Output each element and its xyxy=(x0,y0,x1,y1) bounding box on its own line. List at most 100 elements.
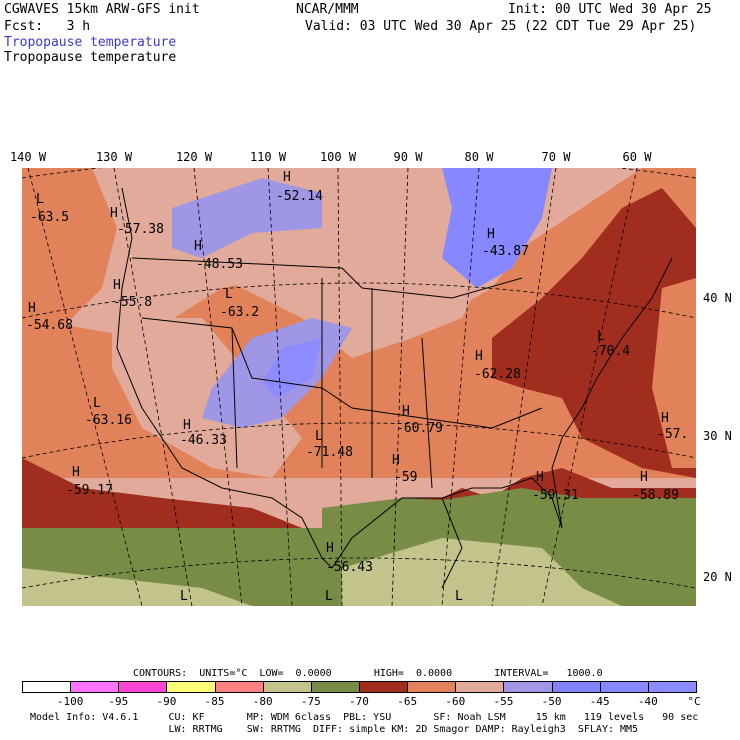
shaded-region xyxy=(262,338,322,398)
low-value: -70.4 xyxy=(591,344,631,359)
high-value: -52.14 xyxy=(276,189,323,204)
tropopause-temperature-map xyxy=(22,168,696,606)
legend-tick-label: -90 xyxy=(156,695,177,708)
legend-tick-label: -40 xyxy=(637,695,658,708)
low-value: -63.16 xyxy=(85,413,132,428)
legend-tick-label: -95 xyxy=(108,695,129,708)
legend-swatch xyxy=(166,681,216,693)
low-value: -71.48 xyxy=(306,445,353,460)
shaded-region xyxy=(22,568,252,606)
longitude-label: 70 W xyxy=(541,150,571,164)
longitude-label: 140 W xyxy=(9,150,47,164)
model-info-line2: LW: RRTMG SW: RRTMG DIFF: simple KM: 2D … xyxy=(30,724,639,735)
high-marker: H xyxy=(194,239,202,254)
field-title-secondary: Tropopause temperature xyxy=(4,50,177,65)
forecast-hour: Fcst: 3 h xyxy=(4,19,91,34)
low-marker: L xyxy=(315,429,323,444)
high-value: -56.43 xyxy=(326,560,373,575)
longitude-label: 100 W xyxy=(319,150,357,164)
legend-tick-label: -80 xyxy=(252,695,273,708)
low-marker: L xyxy=(597,329,605,344)
legend-swatch xyxy=(407,681,457,693)
model-info-line1: Model Info: V4.6.1 CU: KF MP: WDM 6class… xyxy=(30,712,699,723)
high-value: -59.31 xyxy=(532,488,579,503)
longitude-label: 120 W xyxy=(175,150,213,164)
longitude-label: 80 W xyxy=(464,150,494,164)
shaded-region xyxy=(172,178,322,258)
shaded-region xyxy=(112,318,302,478)
high-marker: H xyxy=(392,453,400,468)
high-marker: H xyxy=(72,465,80,480)
low-value: -63.5 xyxy=(30,210,70,225)
shaded-region xyxy=(492,188,696,478)
high-marker: H xyxy=(110,206,118,221)
longitude-label: 110 W xyxy=(249,150,287,164)
init-time: Init: 00 UTC Wed 30 Apr 25 xyxy=(508,2,712,17)
color-legend xyxy=(22,681,697,693)
latitude-label: 30 N xyxy=(703,429,732,443)
high-marker: H xyxy=(487,227,495,242)
high-marker: H xyxy=(326,541,334,556)
graticule xyxy=(22,168,696,606)
high-marker: H xyxy=(640,470,648,485)
latitude-label: 20 N xyxy=(703,570,732,584)
latitude-label: 40 N xyxy=(703,291,732,305)
shaded-region xyxy=(652,278,696,468)
high-value: -62.28 xyxy=(474,367,521,382)
shaded-region xyxy=(342,538,622,606)
high-marker: H xyxy=(536,470,544,485)
legend-swatch xyxy=(503,681,553,693)
organization-label: NCAR/MMM xyxy=(296,2,359,17)
low-marker: L xyxy=(455,589,463,604)
high-marker: H xyxy=(28,301,36,316)
high-marker: H xyxy=(183,418,191,433)
legend-tick-label: -60 xyxy=(445,695,466,708)
legend-tick-label: -85 xyxy=(204,695,225,708)
high-value: -48.53 xyxy=(196,257,243,272)
valid-time: Valid: 03 UTC Wed 30 Apr 25 (22 CDT Tue … xyxy=(305,19,697,34)
low-marker: L xyxy=(93,396,101,411)
legend-tick-label: -45 xyxy=(589,695,610,708)
legend-swatch xyxy=(310,681,360,693)
legend-tick-label: -65 xyxy=(397,695,418,708)
legend-swatch xyxy=(118,681,168,693)
high-value: -59 xyxy=(394,470,418,485)
high-marker: H xyxy=(283,170,291,185)
high-value: -46.33 xyxy=(180,433,227,448)
high-marker: H xyxy=(402,404,410,419)
legend-swatch xyxy=(70,681,120,693)
contours-info: CONTOURS: UNITS=°C LOW= 0.0000 HIGH= 0.0… xyxy=(133,668,603,679)
high-value: -57.38 xyxy=(117,222,164,237)
legend-tick-label: -75 xyxy=(300,695,321,708)
coastlines-and-borders xyxy=(116,187,673,589)
legend-tick-label: -70 xyxy=(349,695,369,708)
low-marker: L xyxy=(180,589,188,604)
low-value: -63.2 xyxy=(220,305,260,320)
legend-swatch xyxy=(262,681,312,693)
legend-tick-label: -100 xyxy=(56,695,84,708)
shaded-region xyxy=(442,168,552,288)
longitude-label: 130 W xyxy=(95,150,133,164)
legend-tick-label: -55 xyxy=(493,695,514,708)
legend-swatch xyxy=(22,681,72,693)
high-marker: H xyxy=(475,349,483,364)
model-title: CGWAVES 15km ARW-GFS init xyxy=(4,2,200,17)
legend-unit: °C xyxy=(687,695,701,708)
shaded-region xyxy=(22,168,117,338)
legend-swatch xyxy=(359,681,409,693)
low-marker: L xyxy=(325,589,333,604)
high-value: -59.17 xyxy=(66,483,113,498)
high-value: -60.79 xyxy=(396,421,443,436)
high-value: -54.68 xyxy=(26,318,73,333)
longitude-label: 90 W xyxy=(393,150,423,164)
legend-tick-label: -50 xyxy=(541,695,562,708)
high-value: -43.87 xyxy=(482,244,529,259)
high-value: -57. xyxy=(657,427,689,442)
shaded-region xyxy=(322,488,696,528)
field-title-primary: Tropopause temperature xyxy=(4,35,177,50)
legend-swatch xyxy=(599,681,649,693)
low-marker: L xyxy=(36,192,44,207)
longitude-label: 60 W xyxy=(622,150,652,164)
high-marker: H xyxy=(661,411,669,426)
legend-swatch xyxy=(455,681,505,693)
